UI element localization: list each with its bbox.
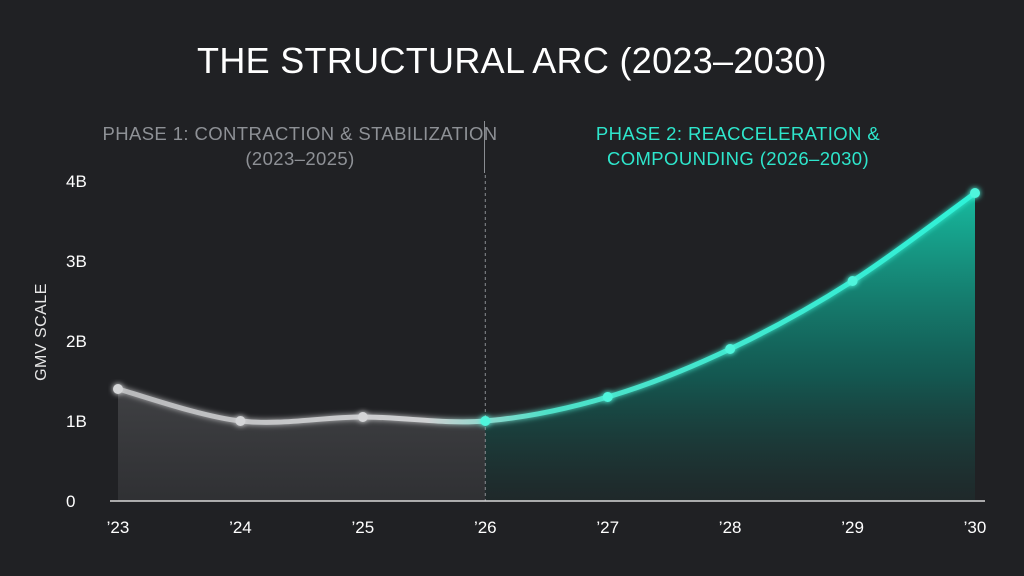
x-tick-label: ’30 <box>964 518 987 537</box>
data-point <box>847 276 858 286</box>
data-point <box>235 416 246 426</box>
y-tick-label: 2B <box>66 332 87 351</box>
y-tick-label: 4B <box>66 172 87 191</box>
x-tick-label: ’24 <box>229 518 252 537</box>
data-points <box>113 188 980 426</box>
x-tick-label: ’25 <box>352 518 375 537</box>
area-fills <box>118 193 975 501</box>
data-point <box>970 188 980 198</box>
y-tick-label: 3B <box>66 252 87 271</box>
data-point <box>725 344 736 354</box>
y-axis-ticks: 0 1B 2B 3B 4B <box>66 172 87 511</box>
phase-label-divider <box>484 121 485 173</box>
x-tick-label: ’27 <box>596 518 619 537</box>
area-phase-2 <box>485 193 975 501</box>
x-tick-label: ’26 <box>474 518 497 537</box>
y-tick-label: 0 <box>66 492 75 511</box>
chart-title: THE STRUCTURAL ARC (2023–2030) <box>197 40 827 81</box>
data-point <box>480 416 491 426</box>
y-tick-label: 1B <box>66 412 87 431</box>
data-point <box>357 412 368 422</box>
x-tick-label: ’23 <box>107 518 130 537</box>
x-tick-label: ’28 <box>719 518 742 537</box>
x-tick-label: ’29 <box>841 518 864 537</box>
phase-2-label: PHASE 2: REACCELERATION & COMPOUNDING (2… <box>595 123 881 169</box>
phase-1-label: PHASE 1: CONTRACTION & STABILIZATION (20… <box>102 123 498 169</box>
data-point <box>602 392 613 402</box>
series-line <box>115 190 978 425</box>
data-point <box>113 384 123 394</box>
x-axis-ticks: ’23 ’24 ’25 ’26 ’27 ’28 ’29 ’30 <box>107 518 987 537</box>
